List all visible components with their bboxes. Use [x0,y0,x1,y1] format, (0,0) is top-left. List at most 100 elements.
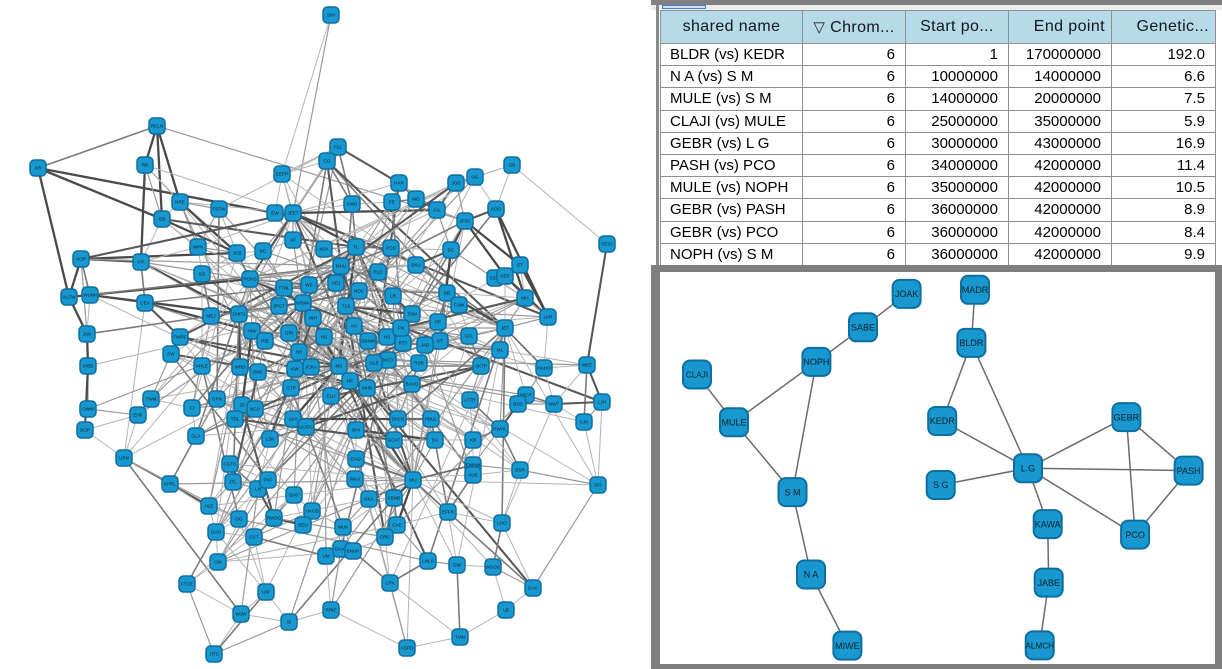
svg-text:HAR: HAR [394,181,404,186]
svg-text:ET: ET [517,263,523,268]
svg-text:GPN: GPN [212,397,222,402]
svg-text:WUK: WUK [338,525,350,530]
svg-text:PIE: PIE [261,339,268,344]
svg-text:JOAK: JOAK [895,289,919,299]
svg-text:HS: HS [321,335,327,340]
svg-text:LSK: LSK [266,437,276,442]
svg-text:EW: EW [271,211,279,216]
svg-text:MOGK: MOGK [486,565,501,570]
svg-text:GLA: GLA [191,434,201,439]
svg-text:BEU: BEU [298,523,307,528]
svg-text:LN: LN [255,487,261,492]
svg-text:BHI: BHI [352,428,360,433]
svg-text:MULE: MULE [721,417,746,427]
svg-text:NOPH: NOPH [803,357,829,367]
svg-text:MJA: MJA [319,247,329,252]
svg-text:EEPP: EEPP [276,172,288,177]
svg-text:HLE: HLE [205,504,214,509]
svg-text:TDL: TDL [231,417,240,422]
svg-text:ALMCH: ALMCH [1025,642,1054,651]
svg-text:PKF: PKF [264,478,273,483]
svg-text:GOAT: GOAT [388,438,401,443]
svg-text:GW: GW [453,563,462,568]
svg-text:FN: FN [398,326,404,331]
svg-text:BKU: BKU [411,263,420,268]
svg-text:SIOA: SIOA [490,276,502,281]
svg-text:OWM: OWM [82,407,94,412]
svg-text:MUU: MUU [336,264,346,269]
svg-text:AOP: AOP [76,257,86,262]
svg-text:PCO: PCO [1125,530,1145,540]
svg-text:BSR: BSR [515,468,525,473]
svg-text:ML: ML [497,348,504,353]
svg-text:LR: LR [390,294,397,299]
svg-text:JITS: JITS [209,652,218,657]
svg-text:KAWA: KAWA [1035,519,1061,529]
svg-text:JUK: JUK [83,332,93,337]
svg-text:LKR: LKR [544,315,554,320]
svg-text:WPN: WPN [193,245,204,250]
svg-text:BSD: BSD [513,402,523,407]
svg-text:WJW: WJW [236,612,248,617]
svg-text:IHBB: IHBB [83,364,94,369]
svg-text:CEA: CEA [140,301,150,306]
svg-text:AEJ: AEJ [332,281,340,286]
svg-text:GFL: GFL [465,334,474,339]
svg-text:HAGB: HAGB [305,509,318,514]
svg-text:HIW: HIW [248,329,258,334]
svg-text:L G: L G [1021,463,1035,473]
svg-text:MU: MU [409,478,416,483]
svg-text:KEDR: KEDR [930,416,956,426]
svg-text:TL: TL [353,245,359,250]
svg-text:RTT: RTT [399,341,408,346]
svg-text:JEET: JEET [287,211,298,216]
svg-text:EWHM: EWHM [466,463,481,468]
svg-text:OG: OG [235,517,243,522]
svg-text:MHB: MHB [362,386,372,391]
svg-text:UUOG: UUOG [299,425,313,430]
svg-text:MADR: MADR [962,285,989,295]
svg-text:PCS: PCS [386,246,395,251]
svg-text:JCKA: JCKA [305,365,318,370]
svg-text:JABE: JABE [1037,578,1060,588]
svg-text:BNUK: BNUK [347,549,361,554]
svg-text:WH: WH [309,316,317,321]
svg-text:HOC: HOC [354,289,365,294]
svg-text:PF: PF [435,320,441,325]
svg-text:ASPD: ASPD [401,646,414,651]
svg-text:EFFR: EFFR [442,510,455,515]
svg-text:KEP: KEP [500,274,509,279]
svg-text:KRWA: KRWA [296,301,310,306]
svg-text:GB: GB [159,217,166,222]
svg-text:MEJ: MEJ [206,314,215,319]
svg-text:NRE: NRE [175,200,185,205]
svg-text:NCO: NCO [383,358,394,363]
svg-text:PBUL: PBUL [425,417,437,422]
svg-text:ISAF: ISAF [289,493,299,498]
svg-text:HAHO: HAHO [537,366,551,371]
svg-text:GTP: GTP [286,386,295,391]
svg-text:KT: KT [437,339,443,344]
svg-text:DHFG: DHFG [232,312,245,317]
svg-text:DA: DA [432,438,439,443]
svg-text:RCLN: RCLN [151,124,164,129]
svg-text:FWRF: FWRF [173,335,186,340]
svg-text:UTK: UTK [385,581,395,586]
svg-text:WEE: WEE [582,363,592,368]
svg-text:BB: BB [444,291,450,296]
svg-text:TTNL: TTNL [278,286,290,291]
svg-text:LB: LB [503,608,509,613]
svg-text:ALCW: ALCW [62,295,76,300]
svg-text:JAD: JAD [421,343,430,348]
svg-text:RWDG: RWDG [267,516,282,521]
svg-text:ELU: ELU [327,394,336,399]
svg-text:JPGT: JPGT [273,304,285,309]
svg-text:BAUG: BAUG [405,382,418,387]
svg-text:FE: FE [389,200,395,205]
svg-text:LJH: LJH [598,400,606,405]
svg-text:MG: MG [412,197,420,202]
svg-text:SABE: SABE [851,323,875,333]
svg-text:N A: N A [804,570,819,580]
svg-text:LHO: LHO [497,521,507,526]
svg-text:CJK: CJK [580,420,590,425]
